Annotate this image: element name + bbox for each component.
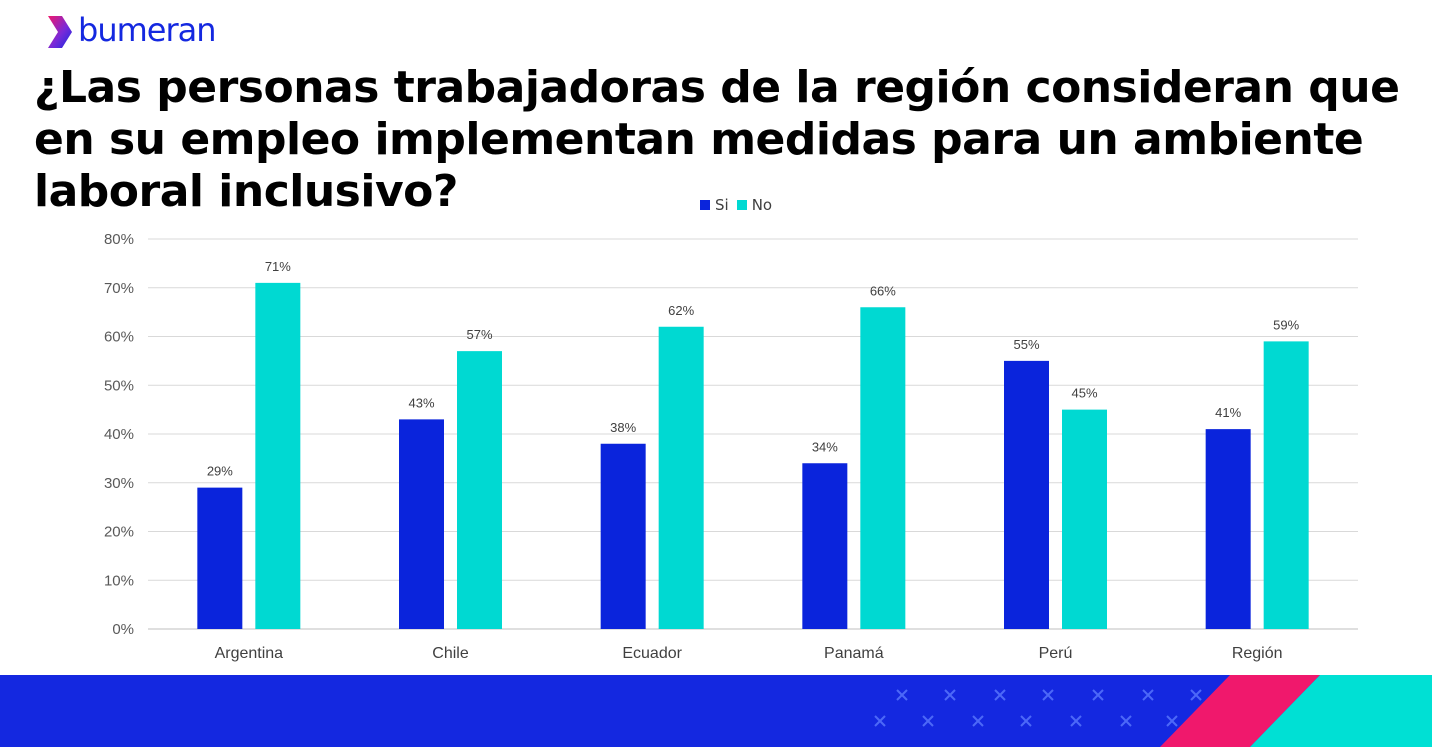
bar-si [1205, 429, 1251, 629]
y-tick-label: 20% [104, 524, 134, 541]
y-tick-label: 30% [104, 475, 134, 492]
legend-item-no: No [736, 196, 773, 214]
legend-swatch-si [700, 200, 710, 210]
x-tick-label: Perú [1039, 645, 1073, 662]
cross-mark [1042, 689, 1054, 701]
x-tick-label: Chile [432, 645, 469, 662]
data-label: 66% [870, 283, 896, 298]
data-label: 43% [408, 395, 434, 410]
y-tick-label: 70% [104, 280, 134, 297]
bar-si [197, 487, 243, 629]
page-title: ¿Las personas trabajadoras de la región … [34, 62, 1400, 217]
data-label: 41% [1215, 405, 1241, 420]
y-tick-label: 80% [104, 231, 134, 248]
cross-mark [1190, 689, 1202, 701]
x-tick-label: Argentina [215, 645, 284, 662]
footer-banner [0, 675, 1432, 747]
bar-no [860, 307, 906, 629]
footer-cross-pattern [874, 689, 1202, 727]
cross-mark [1092, 689, 1104, 701]
chart-legend: Si No [700, 196, 780, 214]
y-tick-label: 40% [104, 426, 134, 443]
brand-name: bumeran [78, 11, 216, 49]
data-label: 57% [466, 327, 492, 342]
bumeran-logo: bumeran [44, 10, 216, 54]
data-label: 34% [812, 439, 838, 454]
footer-pink-stripe [1160, 675, 1320, 747]
bar-no [1263, 341, 1309, 629]
bar-no [658, 326, 704, 629]
cross-mark [972, 715, 984, 727]
bar-no [457, 351, 502, 629]
cross-mark [922, 715, 934, 727]
cross-mark [1070, 715, 1082, 727]
cross-mark [1120, 715, 1132, 727]
data-label: 59% [1273, 317, 1299, 332]
cross-mark [944, 689, 956, 701]
cross-mark [1166, 715, 1178, 727]
cross-mark [896, 689, 908, 701]
bar-si [1004, 360, 1049, 629]
data-label: 62% [668, 303, 694, 318]
x-tick-label: Panamá [824, 645, 884, 662]
cross-mark [1142, 689, 1154, 701]
bar-si [802, 463, 848, 629]
y-tick-label: 60% [104, 329, 134, 346]
data-label: 55% [1013, 337, 1039, 352]
bar-chart: 0% 10% 20% 30% 40% 50% 60% 70% 80% 29% 71% Argentin… [104, 231, 1358, 662]
data-label: 38% [610, 420, 636, 435]
bar-no [1062, 409, 1107, 629]
legend-label-no: No [751, 196, 773, 214]
footer-cyan-stripe [1250, 675, 1432, 747]
cross-mark [874, 715, 886, 727]
y-tick-label: 50% [104, 377, 134, 394]
footer-decoration [874, 675, 1432, 747]
cross-mark [1020, 715, 1032, 727]
data-label: 29% [207, 464, 233, 479]
y-tick-label: 0% [112, 621, 134, 638]
x-tick-label: Ecuador [622, 645, 682, 662]
data-label: 71% [265, 259, 291, 274]
legend-label-si: Si [715, 196, 729, 214]
legend-swatch-no [736, 200, 747, 210]
legend-item-si: Si [700, 196, 729, 214]
data-label: 45% [1071, 386, 1097, 401]
cross-mark [994, 689, 1006, 701]
bar-si [600, 443, 646, 629]
bumeran-chevron-icon [48, 16, 72, 48]
x-tick-label: Región [1232, 645, 1283, 662]
y-tick-label: 10% [104, 572, 134, 589]
bar-si [399, 419, 444, 629]
bar-no [255, 282, 301, 629]
